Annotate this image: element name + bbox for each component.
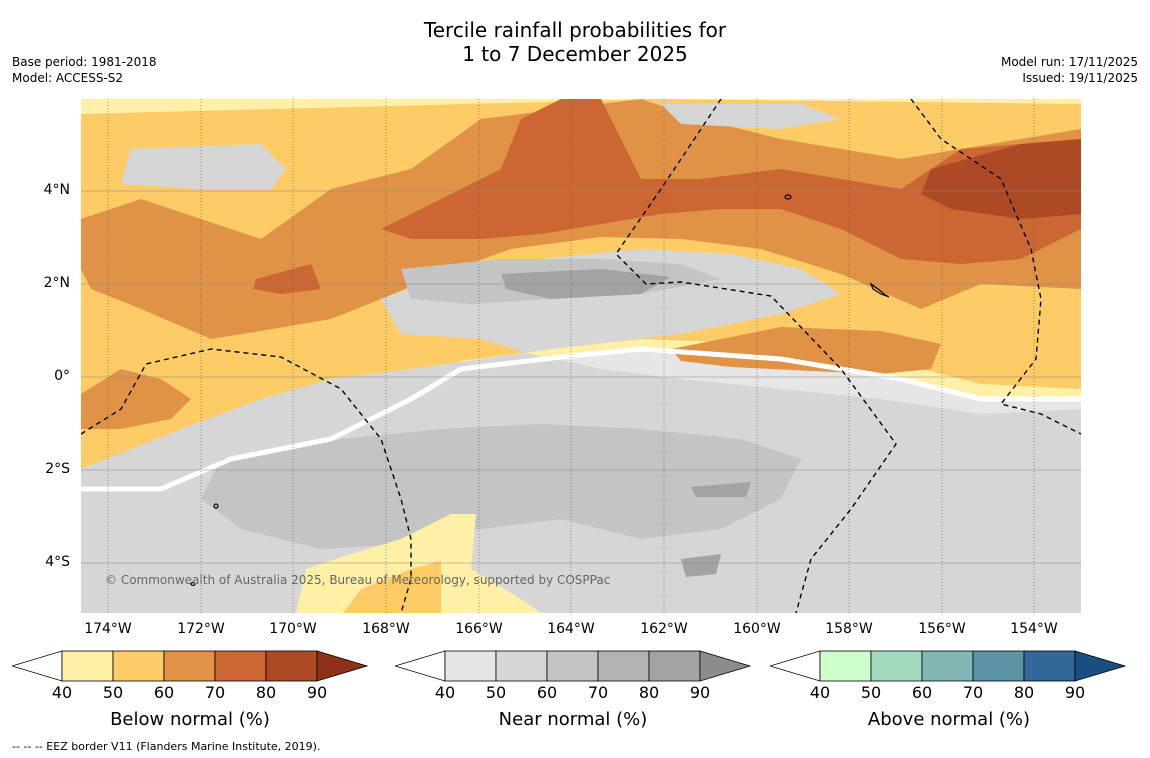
colorbar-cell xyxy=(265,650,318,682)
below-40-south-pocket xyxy=(296,514,541,613)
colorbar-high-extend xyxy=(316,650,369,682)
colorbar-below xyxy=(12,650,369,682)
lat-grid xyxy=(81,190,1081,564)
colorbar-low-extend xyxy=(770,650,821,682)
tick-label: 80 xyxy=(638,683,660,702)
model-name: Model: ACCESS-S2 xyxy=(12,71,124,85)
lon-label-172w: 172°W xyxy=(177,621,225,637)
colorbar-above-cells xyxy=(770,650,1127,682)
colorbar-cell xyxy=(819,650,872,682)
below-60-region-south xyxy=(671,327,941,374)
base-period: Base period: 1981-2018 xyxy=(12,55,157,69)
tick-label: 60 xyxy=(536,683,558,702)
below-70-patch xyxy=(253,264,321,294)
colorbar-low-extend xyxy=(12,650,63,682)
tick-label: 70 xyxy=(204,683,226,702)
colorbar-cell xyxy=(648,650,701,682)
near-70-south xyxy=(691,482,751,497)
map-panel: © Commonwealth of Australia 2025, Bureau… xyxy=(81,99,1081,613)
title-line-1: Tercile rainfall probabilities for xyxy=(423,18,727,42)
below-70-region xyxy=(381,99,1081,264)
below-60-region-west xyxy=(81,369,191,429)
tick-label: 50 xyxy=(485,683,507,702)
lon-label-156w: 156°W xyxy=(918,621,966,637)
tick-label: 80 xyxy=(1013,683,1035,702)
map-credit: © Commonwealth of Australia 2025, Bureau… xyxy=(105,573,611,587)
below-80-region xyxy=(921,139,1081,219)
tick-label: 90 xyxy=(689,683,711,702)
colorbar-cell xyxy=(61,650,114,682)
lon-label-168w: 168°W xyxy=(362,621,410,637)
colorbar-cell xyxy=(546,650,599,682)
lon-label-158w: 158°W xyxy=(825,621,873,637)
colorbar-cell xyxy=(1023,650,1076,682)
colorbar-above-label: Above normal (%) xyxy=(867,709,1031,730)
colorbar-below-label: Below normal (%) xyxy=(110,709,270,730)
lat-label-4s: 4°S xyxy=(45,554,70,570)
lat-label-2s: 2°S xyxy=(45,461,70,477)
lon-label-174w: 174°W xyxy=(84,621,132,637)
lat-label-2n: 2°N xyxy=(43,275,70,291)
lon-label-160w: 160°W xyxy=(733,621,781,637)
tick-label: 50 xyxy=(102,683,124,702)
colorbar-near-cells xyxy=(395,650,752,682)
near-60-south xyxy=(201,424,801,549)
near-50-north-cell xyxy=(121,144,286,189)
island-outlines xyxy=(190,194,890,587)
colorbar-near-label: Near normal (%) xyxy=(498,709,648,730)
colorbar-cell xyxy=(214,650,267,682)
eez-border xyxy=(81,99,1081,613)
lon-label-170w: 170°W xyxy=(269,621,317,637)
colorbar-cell xyxy=(597,650,650,682)
colorbar-below-cells xyxy=(12,650,369,682)
eez-footnote: -- -- -- EEZ border V11 (Flanders Marine… xyxy=(12,740,321,753)
rainfall-map xyxy=(81,99,1081,613)
tick-label: 60 xyxy=(153,683,175,702)
chart-title: Tercile rainfall probabilities for 1 to … xyxy=(0,18,1150,66)
colorbar-high-extend xyxy=(699,650,752,682)
model-run: Model run: 17/11/2025 xyxy=(1000,55,1138,69)
lon-label-164w: 164°W xyxy=(547,621,595,637)
colorbar-cell xyxy=(921,650,974,682)
colorbar-high-extend xyxy=(1074,650,1127,682)
colorbar-low-extend xyxy=(395,650,446,682)
tick-label: 40 xyxy=(809,683,831,702)
colorbar-cell xyxy=(870,650,923,682)
tick-label: 40 xyxy=(51,683,73,702)
below-50-south-pocket xyxy=(343,561,441,613)
tick-label: 70 xyxy=(962,683,984,702)
colorbar-above xyxy=(770,650,1127,682)
near-70-south-2 xyxy=(681,554,721,577)
lon-label-162w: 162°W xyxy=(640,621,688,637)
issued-date: Issued: 19/11/2025 xyxy=(1022,71,1138,85)
meta-left: Base period: 1981-2018 Model: ACCESS-S2 xyxy=(12,54,157,86)
meta-right: Model run: 17/11/2025 Issued: 19/11/2025 xyxy=(1001,54,1138,86)
colorbar-cell xyxy=(163,650,216,682)
tick-label: 50 xyxy=(860,683,882,702)
tick-label: 90 xyxy=(1064,683,1086,702)
tick-label: 90 xyxy=(306,683,328,702)
category-boundary xyxy=(81,346,1081,492)
colorbar-near xyxy=(395,650,752,682)
tick-label: 60 xyxy=(911,683,933,702)
colorbar-cell xyxy=(112,650,165,682)
title-line-2: 1 to 7 December 2025 xyxy=(462,42,688,66)
lon-label-154w: 154°W xyxy=(1010,621,1058,637)
colorbar-cell xyxy=(444,650,497,682)
lat-label-4n: 4°N xyxy=(43,182,70,198)
tick-label: 70 xyxy=(587,683,609,702)
colorbar-cell xyxy=(495,650,548,682)
colorbar-cell xyxy=(972,650,1025,682)
lon-label-166w: 166°W xyxy=(455,621,503,637)
tick-label: 40 xyxy=(434,683,456,702)
tick-label: 80 xyxy=(255,683,277,702)
lat-label-0: 0° xyxy=(54,368,70,384)
